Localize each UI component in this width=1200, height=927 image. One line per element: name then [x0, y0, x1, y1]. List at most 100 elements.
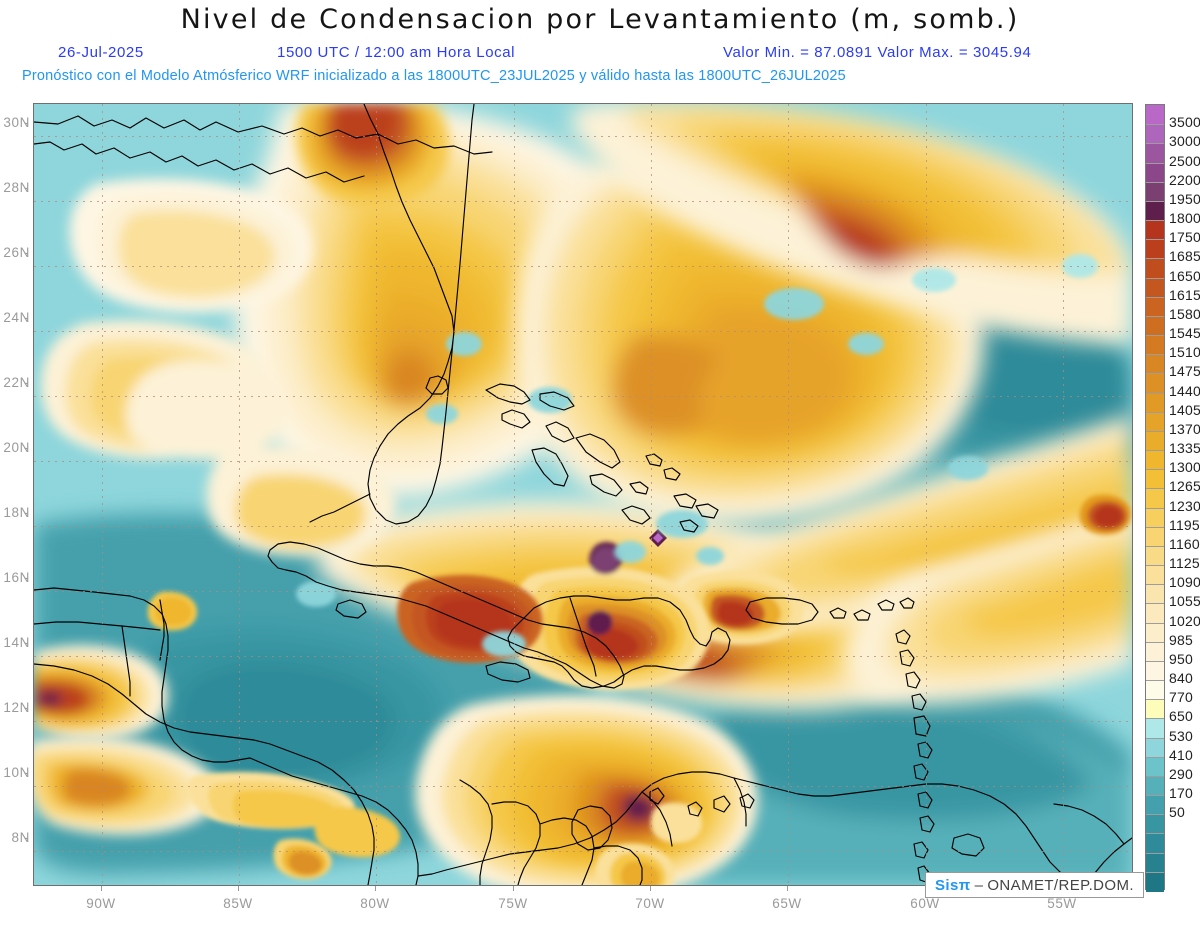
colorbar-value-label: 1800: [1169, 210, 1200, 227]
colorbar-tick: [1146, 565, 1164, 567]
colorbar-value-label: 1475: [1169, 363, 1200, 380]
colorbar-value-label: 1440: [1169, 382, 1200, 399]
colorbar-swatch: [1146, 258, 1164, 279]
colorbar-value-label: 1950: [1169, 190, 1200, 207]
colorbar-swatch: [1146, 641, 1164, 662]
colorbar-swatch: [1146, 200, 1164, 221]
colorbar-tick: [1146, 507, 1164, 509]
y-tick-label-10n: 10N: [3, 765, 30, 780]
colorbar-swatch: [1146, 756, 1164, 777]
colorbar-swatch: [1146, 181, 1164, 202]
colorbar-value-label: 1615: [1169, 286, 1200, 303]
colorbar-value-label: 1545: [1169, 325, 1200, 342]
x-tick-mark: [375, 886, 376, 891]
colorbar-tick: [1146, 680, 1164, 682]
colorbar-tick: [1146, 430, 1164, 432]
colorbar: [1145, 104, 1165, 892]
x-tick-mark: [101, 886, 102, 891]
colorbar-value-label: 290: [1169, 765, 1193, 782]
colorbar-tick: [1146, 718, 1164, 720]
y-tick-label-14n: 14N: [3, 635, 30, 650]
y-tick-label-28n: 28N: [3, 180, 30, 195]
colorbar-tick: [1146, 871, 1164, 873]
colorbar-tick: [1146, 545, 1164, 547]
x-tick-mark: [513, 886, 514, 891]
colorbar-tick: [1146, 220, 1164, 222]
colorbar-tick: [1146, 622, 1164, 624]
x-tick-label-65w: 65W: [772, 896, 802, 911]
colorbar-tick: [1146, 277, 1164, 279]
y-tick-mark: -: [24, 245, 29, 260]
colorbar-swatch: [1146, 296, 1164, 317]
header-date: 26-Jul-2025: [58, 44, 144, 61]
colorbar-swatch: [1146, 335, 1164, 355]
colorbar-swatch: [1146, 239, 1164, 259]
colorbar-value-label: 1090: [1169, 574, 1200, 591]
colorbar-tick: [1146, 603, 1164, 605]
x-tick-label-85w: 85W: [223, 896, 253, 911]
colorbar-tick: [1146, 737, 1164, 739]
colorbar-value-label: 1370: [1169, 420, 1200, 437]
colorbar-tick: [1146, 258, 1164, 260]
colorbar-tick: [1146, 584, 1164, 586]
map-plot-area: [33, 103, 1133, 886]
colorbar-tick: [1146, 239, 1164, 241]
colorbar-tick: [1146, 124, 1164, 126]
colorbar-value-label: 650: [1169, 708, 1193, 725]
colorbar-swatch: [1146, 545, 1164, 566]
colorbar-swatch: [1146, 565, 1164, 585]
y-tick-label-8n: 8N: [11, 830, 30, 845]
y-tick-label-18n: 18N: [3, 505, 30, 520]
x-tick-mark: [238, 886, 239, 891]
colorbar-tick: [1146, 373, 1164, 375]
colorbar-value-label: 1195: [1169, 516, 1200, 533]
colorbar-tick: [1146, 354, 1164, 356]
colorbar-value-label: 840: [1169, 670, 1193, 687]
colorbar-tick: [1146, 814, 1164, 816]
y-tick-mark: -: [24, 115, 29, 130]
x-tick-label-75w: 75W: [498, 896, 528, 911]
y-tick-label-30n: 30N: [3, 115, 30, 130]
colorbar-swatch: [1146, 833, 1164, 854]
colorbar-value-label: 3500: [1169, 114, 1200, 131]
x-tick-label-55w: 55W: [1047, 896, 1077, 911]
colorbar-value-label: 770: [1169, 689, 1193, 706]
colorbar-swatch: [1146, 124, 1164, 144]
y-tick-mark: -: [24, 830, 29, 845]
colorbar-tick: [1146, 392, 1164, 394]
colorbar-tick: [1146, 641, 1164, 643]
colorbar-swatch: [1146, 143, 1164, 164]
colorbar-tick: [1146, 335, 1164, 337]
attribution-org: ONAMET/REP.DOM.: [987, 876, 1134, 894]
colorbar-value-label: 1650: [1169, 267, 1200, 284]
colorbar-value-label: 3000: [1169, 133, 1200, 150]
colorbar-tick: [1146, 143, 1164, 145]
y-tick-mark: -: [24, 700, 29, 715]
colorbar-value-label: 1265: [1169, 478, 1200, 495]
colorbar-swatch: [1146, 699, 1164, 720]
colorbar-value-label: 985: [1169, 631, 1193, 648]
y-tick-mark: -: [24, 635, 29, 650]
colorbar-value-label: 170: [1169, 785, 1193, 802]
colorbar-value-label: 1125: [1169, 555, 1200, 572]
colorbar-swatch: [1146, 220, 1164, 240]
colorbar-swatch: [1146, 852, 1164, 873]
y-tick-mark: -: [24, 310, 29, 325]
header-forecast-description: Pronóstico con el Modelo Atmósferico WRF…: [22, 68, 846, 84]
colorbar-tick: [1146, 795, 1164, 797]
y-tick-mark: -: [24, 180, 29, 195]
attribution-dash: –: [974, 876, 984, 894]
colorbar-value-label: 1020: [1169, 612, 1200, 629]
colorbar-swatch: [1146, 469, 1164, 489]
y-tick-mark: -: [24, 765, 29, 780]
y-tick-label-26n: 26N: [3, 245, 30, 260]
colorbar-swatch: [1146, 584, 1164, 605]
colorbar-swatch: [1146, 622, 1164, 643]
colorbar-swatch: [1146, 737, 1164, 758]
colorbar-swatch: [1146, 354, 1164, 374]
colorbar-tick: [1146, 315, 1164, 317]
y-tick-label-22n: 22N: [3, 375, 30, 390]
colorbar-value-label: 1750: [1169, 229, 1200, 246]
colorbar-tick: [1146, 469, 1164, 471]
colorbar-value-label: 1580: [1169, 305, 1200, 322]
